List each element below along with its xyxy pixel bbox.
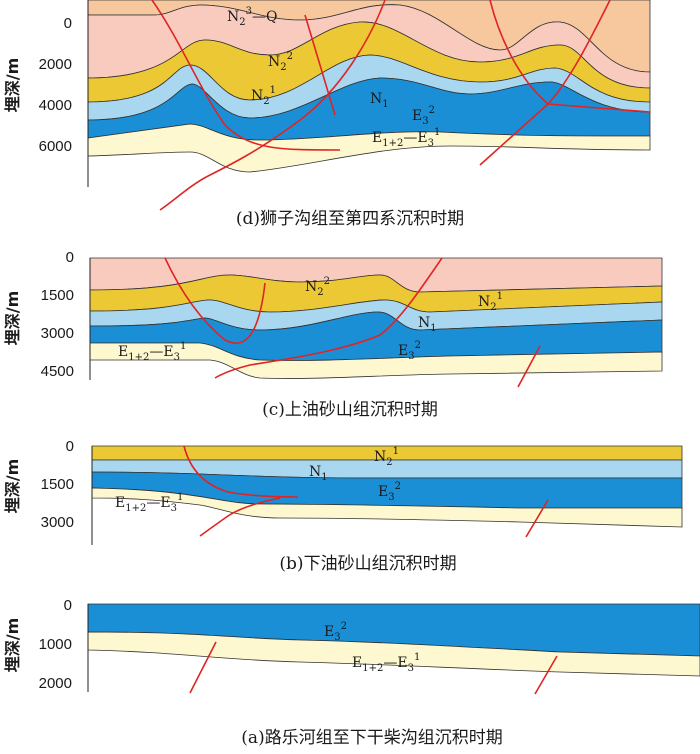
tick-label: 2000 xyxy=(39,675,72,692)
label-n1: N1 xyxy=(309,464,328,483)
fault-line xyxy=(304,14,336,116)
tick-label: 1000 xyxy=(39,636,72,653)
panel-c: 0 1500 3000 4500 埋深/m N22 N21 N1 E32 E1+… xyxy=(3,249,663,420)
label-n22: N22 xyxy=(305,276,330,298)
tick-label: 2000 xyxy=(39,56,72,73)
fault-line xyxy=(151,0,341,151)
fault-line xyxy=(189,641,217,694)
label-n21: N21 xyxy=(251,85,276,107)
layer-e12 xyxy=(87,631,700,677)
tick-label: 1500 xyxy=(41,287,74,304)
fault-line xyxy=(489,0,651,113)
label-e32: E32 xyxy=(378,481,401,503)
tick-label: 0 xyxy=(64,15,72,32)
label-n1: N1 xyxy=(418,315,437,334)
y-axis-label: 埋深/m xyxy=(3,618,22,673)
tick-label: 0 xyxy=(66,438,74,455)
label-n23q: N23—Q xyxy=(227,6,277,28)
label-n1: N1 xyxy=(370,91,389,110)
caption-d: (d)狮子沟组至第四系沉积时期 xyxy=(236,209,464,229)
tick-label: 0 xyxy=(66,249,74,266)
fault-line xyxy=(214,257,443,379)
caption-a: (a)路乐河组至下干柴沟组沉积时期 xyxy=(241,728,502,748)
fault-line xyxy=(183,445,299,498)
label-n21: N21 xyxy=(374,446,399,468)
fault-line xyxy=(517,345,541,388)
panel-d: 0 2000 4000 6000 埋深/m N23—Q N22 N21 N1 E… xyxy=(3,0,651,229)
label-e32: E32 xyxy=(398,340,421,362)
fault-line xyxy=(534,655,558,695)
y-axis-label: 埋深/m xyxy=(3,58,22,113)
label-n22: N22 xyxy=(268,51,293,73)
tick-label: 3000 xyxy=(41,325,74,342)
label-e12e31: E1+2—E31 xyxy=(115,492,183,514)
label-e12e31: E1+2—E31 xyxy=(352,652,420,674)
fault-line xyxy=(525,499,549,538)
tick-label: 4500 xyxy=(41,363,74,380)
tick-label: 1500 xyxy=(41,476,74,493)
tick-label: 0 xyxy=(64,597,72,614)
y-axis-label: 埋深/m xyxy=(3,291,22,346)
caption-b: (b)下油砂山组沉积时期 xyxy=(279,554,456,574)
panel-a: 0 1000 2000 埋深/m E32 E1+2—E31 (a)路乐河组至下干… xyxy=(3,597,700,748)
panel-b: 0 1500 3000 埋深/m N21 N1 E32 E1+2—E31 (b)… xyxy=(3,438,683,574)
label-e32: E32 xyxy=(412,105,435,127)
layer-e12 xyxy=(89,342,663,379)
fault-line xyxy=(479,0,611,166)
tick-label: 4000 xyxy=(39,97,72,114)
label-e12e31: E1+2—E31 xyxy=(372,127,440,149)
fault-line xyxy=(159,0,386,211)
y-axis-label: 埋深/m xyxy=(3,459,22,514)
layer-e12 xyxy=(87,123,651,173)
label-e12e31: E1+2—E31 xyxy=(118,341,186,363)
fault-line xyxy=(164,257,266,344)
fault-line xyxy=(199,497,281,537)
layer-e12 xyxy=(91,487,683,528)
caption-c: (c)上油砂山组沉积时期 xyxy=(262,400,438,420)
label-n21: N21 xyxy=(478,291,503,313)
tick-label: 3000 xyxy=(41,514,74,531)
label-e32: E32 xyxy=(324,621,347,643)
tick-label: 6000 xyxy=(39,138,72,155)
